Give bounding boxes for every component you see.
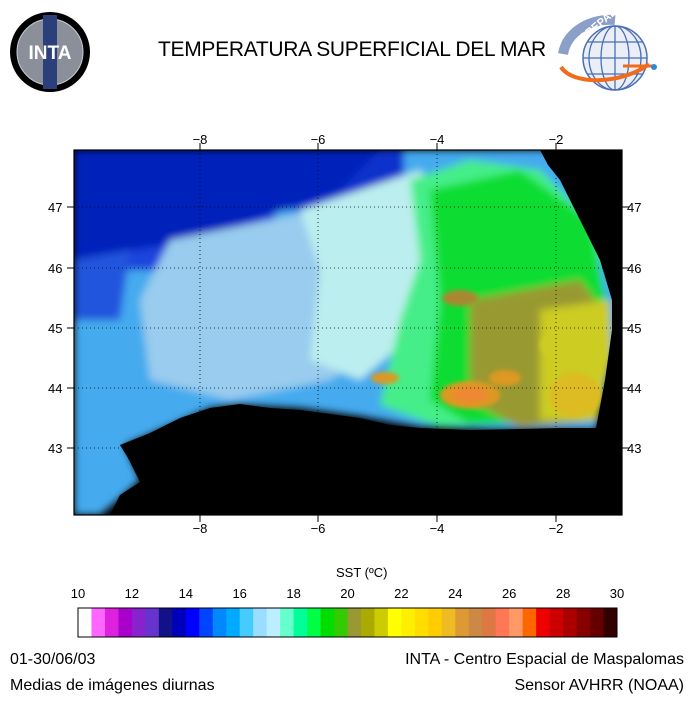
colorbar-tick-label: 30 <box>610 586 624 601</box>
colorbar-swatch <box>307 608 322 637</box>
colorbar-swatch <box>482 608 497 637</box>
colorbar-swatch <box>293 608 308 637</box>
colorbar-swatch <box>495 608 510 637</box>
colorbar-swatch <box>280 608 295 637</box>
institution: INTA - Centro Espacial de Maspalomas <box>405 651 684 668</box>
colorbar-swatch <box>603 608 618 637</box>
colorbar-swatch <box>590 608 605 637</box>
lon-label-top: −8 <box>193 132 208 147</box>
lon-label-top: −2 <box>549 132 564 147</box>
colorbar-swatch <box>158 608 173 637</box>
lat-label-right: 46 <box>627 261 641 276</box>
colorbar-swatch <box>374 608 389 637</box>
colorbar-swatch <box>441 608 456 637</box>
lon-label-top: −6 <box>311 132 326 147</box>
colorbar-swatch <box>91 608 106 637</box>
colorbar-tick-label: 24 <box>448 586 462 601</box>
colorbar-swatch <box>549 608 564 637</box>
colorbar-swatch <box>576 608 591 637</box>
lon-label-bottom: −8 <box>193 521 208 536</box>
sensor: Sensor AVHRR (NOAA) <box>514 677 684 694</box>
lat-label-right: 44 <box>627 381 641 396</box>
lat-label-left: 44 <box>48 381 62 396</box>
sst-field <box>74 150 622 515</box>
colorbar-swatch <box>212 608 227 637</box>
colorbar-tick-label: 28 <box>556 586 570 601</box>
colorbar-tick-label: 12 <box>125 586 139 601</box>
colorbar-tick-label: 18 <box>286 586 300 601</box>
lon-label-bottom: −4 <box>430 521 445 536</box>
map-frame <box>73 149 623 516</box>
lat-label-right: 45 <box>627 321 641 336</box>
colorbar-tick-label: 10 <box>71 586 85 601</box>
colorbar-swatch <box>104 608 119 637</box>
colorbar-swatch <box>414 608 429 637</box>
colorbar-swatches <box>78 608 618 637</box>
colorbar-swatch <box>226 608 241 637</box>
colorbar-swatch <box>78 608 92 637</box>
lon-label-top: −4 <box>430 132 445 147</box>
colorbar-swatch <box>239 608 254 637</box>
lon-label-bottom: −6 <box>311 521 326 536</box>
colorbar-swatch <box>387 608 402 637</box>
colorbar-tick-label: 22 <box>394 586 408 601</box>
lat-label-right: 47 <box>627 200 641 215</box>
colorbar-tick-labels: 10 12 14 16 18 20 22 24 26 28 30 <box>71 586 624 601</box>
colorbar-swatch <box>563 608 578 637</box>
colorbar-swatch <box>334 608 348 637</box>
colorbar-title: SST (ºC) <box>336 565 388 580</box>
colorbar-swatch <box>253 608 268 637</box>
colorbar-swatch <box>401 608 416 637</box>
colorbar-swatch <box>320 608 335 637</box>
sst-map: −8 −6 −4 −2 −8 −6 −4 −2 47 46 45 44 43 4… <box>48 132 641 536</box>
inta-logo-text: INTA <box>29 43 72 64</box>
lat-label-left: 43 <box>48 441 62 456</box>
colorbar-swatch <box>347 608 362 637</box>
tick-marks <box>67 143 629 522</box>
lon-label-bottom: −2 <box>549 521 564 536</box>
colorbar-tick-label: 14 <box>179 586 193 601</box>
colorbar-tick-label: 20 <box>340 586 354 601</box>
product-description: Medias de imágenes diurnas <box>10 677 215 694</box>
colorbar-tick-label: 26 <box>502 586 516 601</box>
date-range: 01-30/06/03 <box>10 651 96 668</box>
inta-logo: INTA <box>10 12 90 92</box>
colorbar-swatch <box>172 608 187 637</box>
colorbar-swatch <box>455 608 470 637</box>
colorbar-swatch <box>199 608 214 637</box>
colorbar-tick-label: 16 <box>232 586 246 601</box>
lat-label-right: 43 <box>627 441 641 456</box>
colorbar-swatch <box>522 608 537 637</box>
colorbar-swatch <box>536 608 551 637</box>
lat-label-left: 45 <box>48 321 62 336</box>
colorbar-swatch <box>118 608 133 637</box>
lat-label-left: 46 <box>48 261 62 276</box>
colorbar-swatch <box>428 608 443 637</box>
colorbar-swatch <box>509 608 524 637</box>
colorbar-swatch <box>145 608 160 637</box>
colorbar-swatch <box>468 608 483 637</box>
graticule <box>74 150 622 515</box>
colorbar: 10 12 14 16 18 20 22 24 26 28 30 <box>71 586 624 638</box>
colorbar-frame <box>77 607 618 638</box>
colorbar-swatch <box>266 608 281 637</box>
crepad-logo: CREPAD <box>558 12 657 91</box>
colorbar-swatch <box>131 608 146 637</box>
colorbar-swatch <box>360 608 375 637</box>
land-mask <box>110 150 622 515</box>
page-title: TEMPERATURA SUPERFICIAL DEL MAR <box>158 38 546 61</box>
lat-label-left: 47 <box>48 200 62 215</box>
colorbar-swatch <box>185 608 200 637</box>
